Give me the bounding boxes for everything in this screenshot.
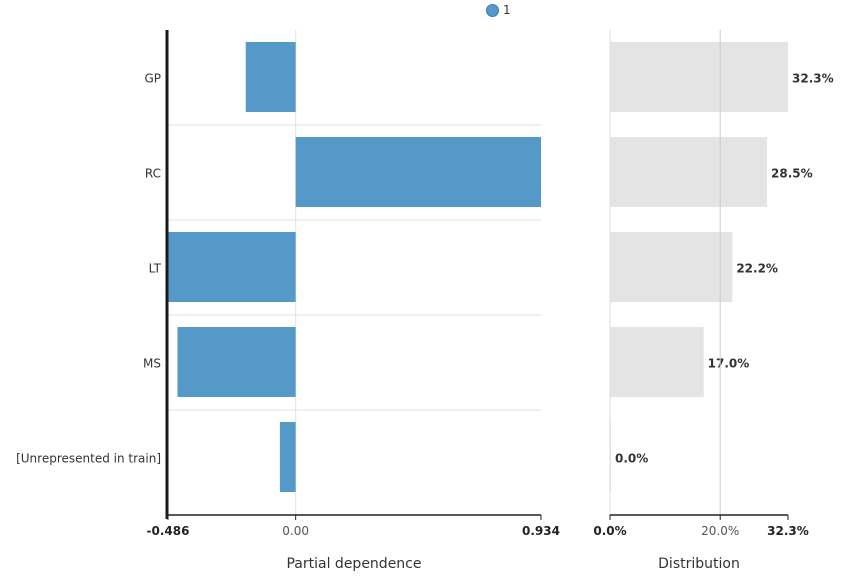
pd-bar [168,232,296,302]
legend-label: 1 [503,3,511,17]
pd-tick-label: -0.486 [147,524,190,538]
pd-tick-label: 0.934 [522,524,560,538]
distribution-bar [610,232,733,302]
distribution-data-label: 17.0% [708,357,750,371]
distribution-tick-label: 20.0% [701,524,739,538]
distribution-data-label: 0.0% [615,452,648,466]
distribution-data-label: 28.5% [771,167,813,181]
legend: 1 [486,3,511,17]
pd-bar [295,137,541,207]
distribution-axis: 0.0% 20.0% 32.3% [593,30,809,538]
distribution-tick-label: 0.0% [593,524,626,538]
category-label: MS [143,357,161,371]
pd-tick-label: 0.00 [282,524,309,538]
category-label: RC [145,167,161,181]
distribution-bar [610,327,704,397]
category-label: GP [144,72,161,86]
pd-axis-title: Partial dependence [286,556,421,572]
distribution-bar [610,137,768,207]
distribution-data-label: 32.3% [792,72,834,86]
pd-bar [177,327,296,397]
category-label: [Unrepresented in train] [16,452,161,466]
pd-bars [168,42,541,492]
distribution-data-label: 22.2% [736,262,778,276]
distribution-axis-title: Distribution [658,556,740,572]
pd-axis: GP RC LT MS [Unrepresented in train] -0.486 0.… [16,30,560,538]
legend-marker [486,3,499,17]
pd-bar [279,422,296,492]
distribution-bar [610,42,788,112]
distribution-tick-label: 32.3% [767,524,809,538]
distribution-bars: 32.3% 28.5% 22.2% 17.0% 0.0% [610,30,834,515]
pd-bar [245,42,296,112]
category-label: LT [149,262,162,276]
